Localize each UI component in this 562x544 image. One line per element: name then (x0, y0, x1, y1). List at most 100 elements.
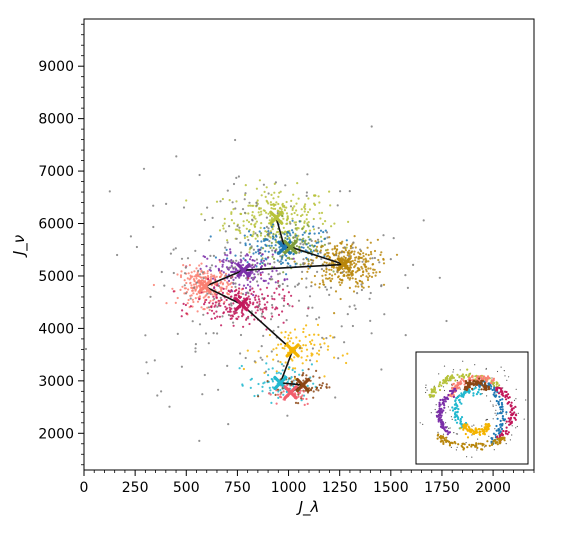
data-point (254, 251, 257, 254)
data-point (294, 377, 297, 380)
data-point (239, 254, 242, 257)
data-point (277, 195, 280, 198)
data-point (257, 250, 260, 253)
inset-point (438, 388, 442, 392)
data-point (244, 286, 248, 290)
y-tick-label: 7000 (38, 164, 74, 180)
data-point (194, 297, 197, 300)
inset-point (456, 373, 459, 376)
data-point (232, 321, 235, 324)
data-point (305, 243, 308, 246)
data-point (269, 246, 272, 249)
data-point (256, 245, 259, 248)
inset-point (495, 388, 498, 391)
data-point (245, 301, 248, 304)
data-point (279, 389, 282, 392)
data-point (260, 259, 263, 262)
data-point (243, 236, 246, 240)
data-point (268, 240, 271, 243)
data-point (281, 214, 284, 217)
data-point (270, 193, 273, 196)
inset-point (483, 388, 486, 391)
data-point (258, 303, 261, 306)
data-point (206, 274, 210, 278)
inset-point (444, 429, 447, 432)
data-point (221, 263, 224, 266)
inset-point (442, 409, 445, 412)
inset-point (439, 434, 442, 438)
data-point (281, 297, 284, 300)
data-point (376, 238, 379, 241)
data-point (227, 289, 230, 292)
data-point (230, 276, 233, 280)
data-point (219, 282, 222, 285)
data-point (252, 216, 256, 219)
data-point (279, 343, 283, 346)
inset-point (496, 443, 499, 446)
data-point (333, 245, 336, 248)
data-point (283, 204, 286, 207)
data-point (250, 292, 253, 295)
data-point (235, 259, 238, 262)
data-point (209, 299, 212, 303)
inset-point (453, 432, 455, 434)
data-point (210, 309, 214, 312)
inset-point (468, 382, 471, 385)
data-point (234, 266, 237, 269)
data-point (301, 397, 305, 400)
data-point (348, 190, 351, 193)
data-point (326, 348, 329, 351)
data-point (321, 279, 324, 282)
data-point (312, 225, 315, 228)
data-point (284, 361, 287, 364)
data-point (277, 396, 280, 399)
data-point (255, 220, 258, 223)
data-point (250, 310, 253, 313)
data-point (256, 199, 259, 202)
inset-point (451, 418, 453, 420)
inset-point (447, 440, 450, 443)
data-point (317, 226, 320, 230)
inset-point (438, 414, 442, 417)
data-point (354, 307, 357, 310)
inset-point (478, 430, 481, 433)
data-point (272, 207, 275, 210)
inset-point (472, 429, 475, 433)
data-point (382, 283, 386, 286)
data-point (365, 265, 368, 268)
data-point (304, 249, 307, 252)
inset-point (481, 384, 484, 387)
data-point (235, 267, 238, 271)
inset-point (492, 405, 494, 407)
data-point (255, 258, 258, 261)
inset-point (437, 433, 440, 436)
data-point (212, 332, 215, 335)
data-point (329, 279, 332, 282)
data-point (244, 242, 247, 245)
data-point (185, 199, 188, 202)
data-point (294, 227, 297, 230)
inset-point (486, 395, 488, 397)
inset-point (502, 436, 505, 439)
data-point (335, 254, 338, 257)
data-point (297, 197, 300, 200)
data-point (366, 276, 370, 279)
data-point (364, 260, 367, 263)
inset-point (477, 428, 480, 431)
data-point (282, 304, 285, 307)
inset-point (438, 373, 440, 375)
data-point (272, 232, 275, 236)
inset-point (453, 403, 456, 406)
data-point (350, 274, 353, 277)
data-point (337, 255, 340, 258)
data-point (206, 312, 209, 315)
data-point (254, 237, 257, 240)
inset-point (477, 438, 479, 440)
inset-point (471, 425, 473, 427)
data-point (254, 232, 257, 235)
data-point (269, 230, 272, 233)
data-point (270, 225, 273, 228)
data-point (272, 197, 275, 200)
data-point (249, 386, 252, 389)
data-point (215, 310, 218, 313)
